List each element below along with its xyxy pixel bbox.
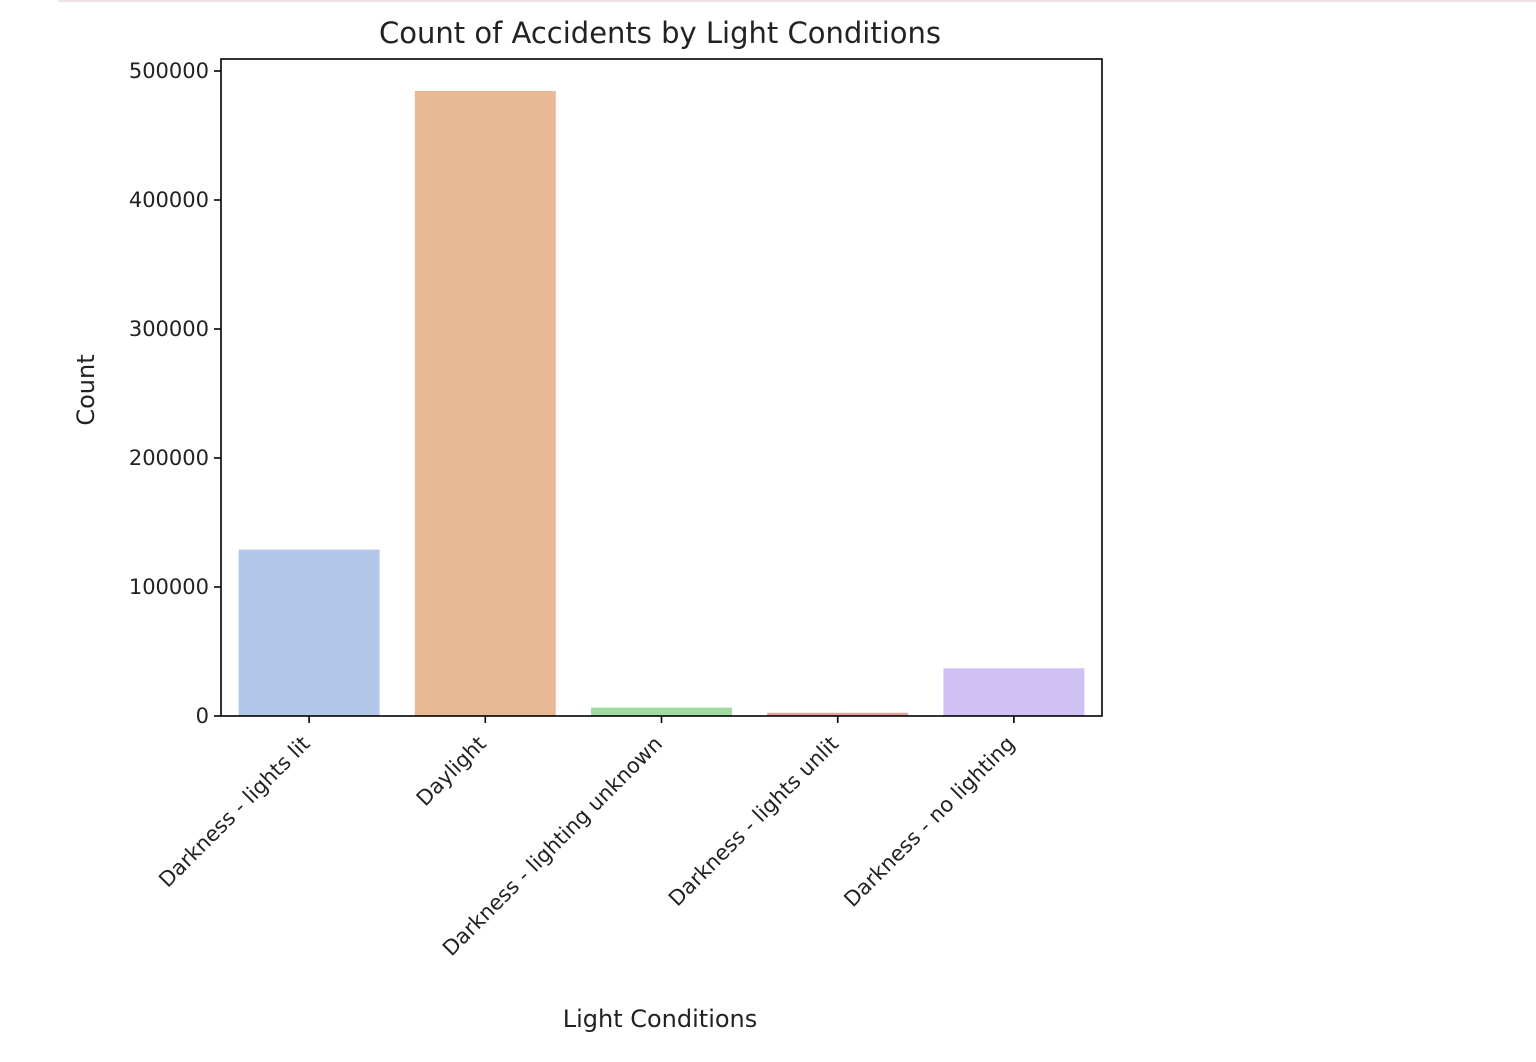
y-tick-label: 400000 xyxy=(129,188,209,212)
bar-4 xyxy=(767,712,909,716)
y-tick-label: 0 xyxy=(196,704,209,728)
x-axis: Darkness - lights lit Daylight Darkness - … xyxy=(154,716,1019,961)
y-tick-label: 100000 xyxy=(129,575,209,599)
x-tick-label: Darkness - no lighting xyxy=(839,732,1019,912)
x-axis-label: Light Conditions xyxy=(563,1005,758,1033)
top-divider xyxy=(58,0,1536,2)
y-axis: 0 100000 200000 300000 400000 500000 xyxy=(129,59,221,728)
bars-group xyxy=(238,90,1085,717)
y-tick-label: 300000 xyxy=(129,317,209,341)
chart-title: Count of Accidents by Light Conditions xyxy=(379,16,941,50)
y-tick-label: 500000 xyxy=(129,59,209,83)
x-tick-label: Daylight xyxy=(412,732,491,811)
bar-1 xyxy=(238,549,380,716)
y-axis-label: Count xyxy=(72,354,100,425)
bar-5 xyxy=(943,668,1085,716)
bar-3 xyxy=(591,707,732,716)
bar-2 xyxy=(414,90,556,717)
x-tick-label: Darkness - lights lit xyxy=(154,732,314,892)
y-tick-label: 200000 xyxy=(129,446,209,470)
x-tick-label: Darkness - lights unlit xyxy=(664,732,843,911)
